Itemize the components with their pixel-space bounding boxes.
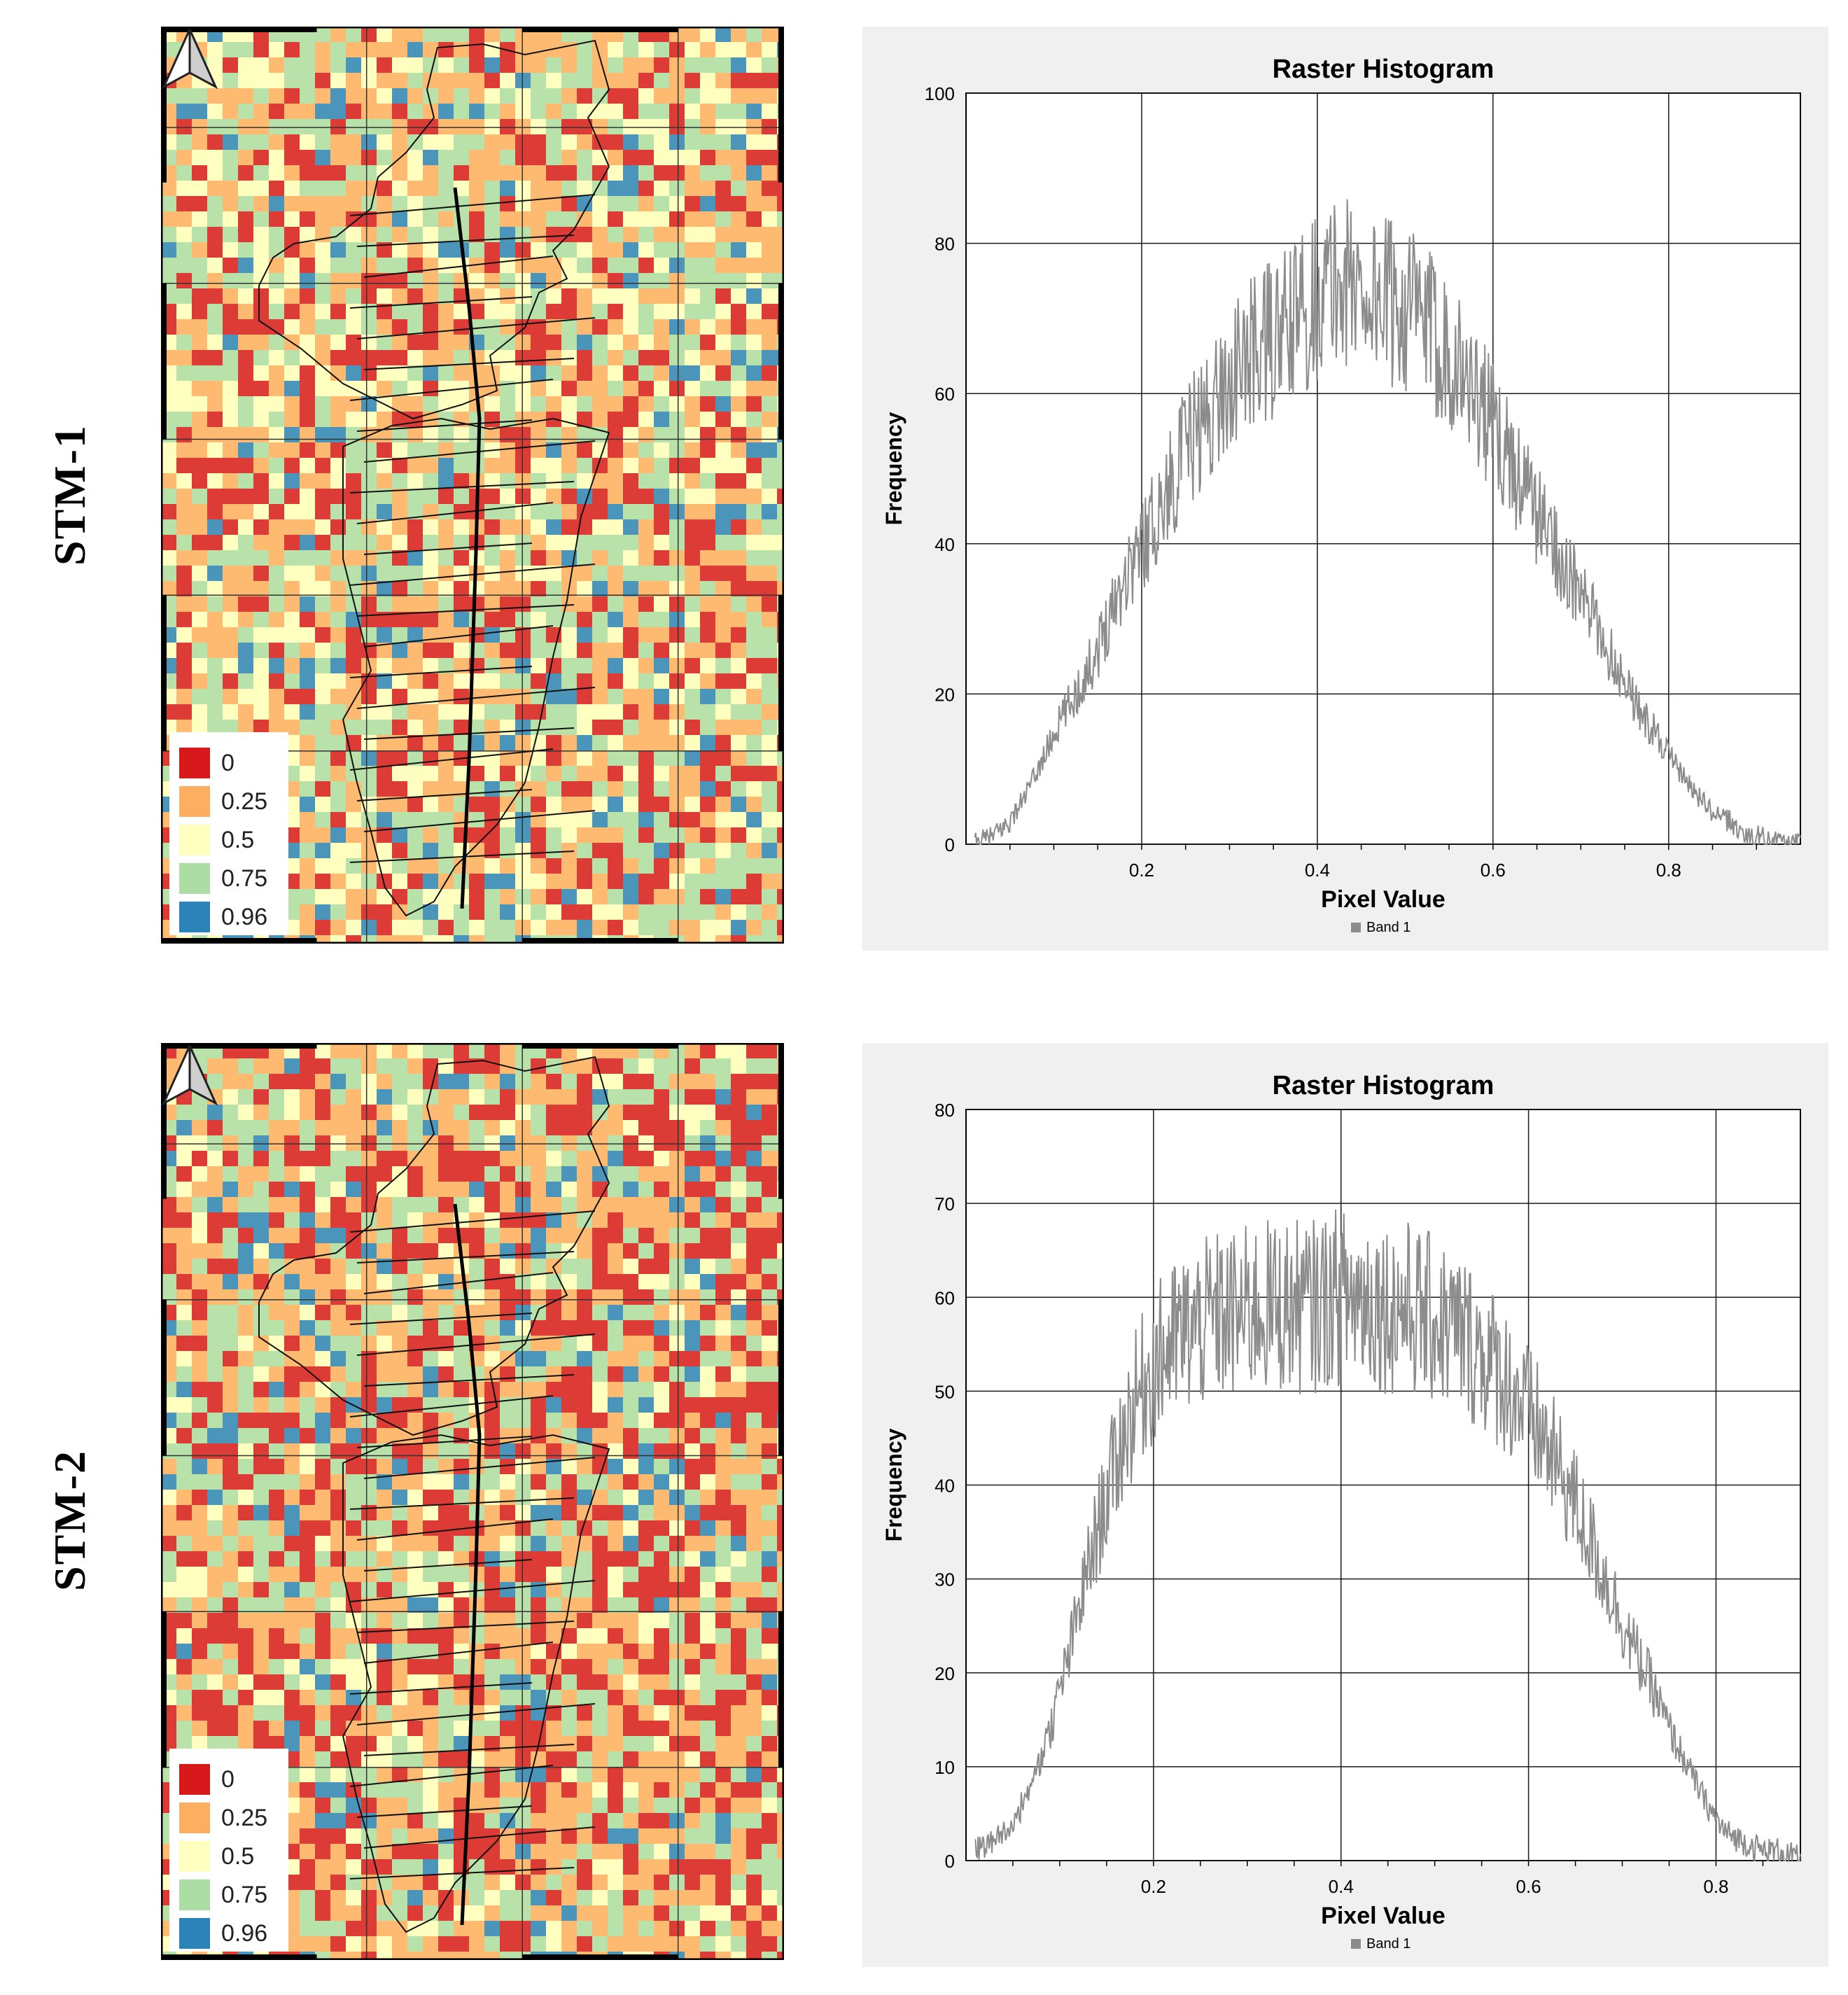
legend-swatch [179, 863, 210, 894]
road-line [453, 1203, 482, 1926]
y-tick-label: 60 [934, 384, 955, 405]
legend-swatch [179, 825, 210, 855]
histogram-chart: Raster Histogram 0 20 40 60 80 100 0.2 0.4 0.6 0.8… [881, 55, 1801, 935]
legend-label: 0 [221, 750, 234, 776]
row-label-stm2: STM-2 [45, 1450, 94, 1591]
y-tick-label: 0 [945, 1851, 955, 1872]
legend-swatch [179, 1764, 210, 1795]
x-axis-label: Pixel Value [1321, 1903, 1446, 1929]
y-tick-label: 20 [934, 684, 955, 705]
legend-label: 0 [221, 1766, 234, 1793]
y-axis-label: Frequency [881, 1428, 906, 1541]
y-tick-label: 70 [934, 1194, 955, 1214]
x-tick-label: 0.6 [1480, 860, 1506, 881]
histogram-panel-stm2: Raster Histogram 0 10 20 30 40 50 60 70 80 0.2 0.4 0… [862, 1043, 1828, 1967]
y-tick-label: 10 [934, 1757, 955, 1778]
study-area-outline [258, 1056, 610, 1436]
map-frame [161, 1043, 784, 1960]
map-frame [161, 27, 784, 944]
study-area-outline [258, 39, 610, 420]
y-axis-label: Frequency [881, 412, 906, 525]
chart-title: Raster Histogram [1273, 1071, 1494, 1100]
raster-map-stm2: 0 0.25 0.5 0.75 0.96 [161, 1043, 784, 1960]
legend-item: 0.75 [179, 860, 284, 895]
x-tick-label: 0.8 [1656, 860, 1681, 881]
legend-label: 0.25 [221, 1805, 268, 1831]
legend-item: 0.5 [179, 822, 284, 857]
plot-area [965, 92, 1801, 845]
legend-item: 0.75 [179, 1877, 284, 1912]
legend-swatch [179, 1879, 210, 1910]
map-legend: 0 0.25 0.5 0.75 0.96 [169, 1749, 288, 1952]
legend-swatch-band-1 [1351, 1939, 1361, 1949]
legend-swatch [179, 786, 210, 817]
corridor-outline [342, 417, 610, 917]
x-tick-label: 0.8 [1703, 1876, 1728, 1897]
road-line [453, 187, 482, 909]
chart-title: Raster Histogram [1273, 55, 1494, 84]
legend-item: 0 [179, 1761, 284, 1796]
parcel-boundaries [349, 1210, 596, 1879]
x-tick-label: 0.2 [1129, 860, 1154, 881]
x-tick-label: 0.2 [1141, 1876, 1166, 1897]
legend-swatch [179, 1918, 210, 1949]
histogram-chart: Raster Histogram 0 10 20 30 40 50 60 70 80 0.2 0.4 0… [881, 1071, 1801, 1952]
raster-texture [161, 1043, 784, 1960]
row-label-stm1: STM-1 [45, 424, 94, 566]
frame-ticks [161, 27, 784, 944]
y-tick-label: 80 [934, 234, 955, 255]
y-tick-label: 100 [925, 83, 955, 104]
y-tick-label: 80 [934, 1100, 955, 1121]
y-tick-label: 0 [945, 834, 955, 855]
legend-swatch [179, 902, 210, 932]
x-axis-label: Pixel Value [1321, 886, 1446, 913]
legend-item: 0.96 [179, 1915, 284, 1950]
legend-item: 0.25 [179, 783, 284, 818]
y-tick-label: 30 [934, 1569, 955, 1590]
legend-item: 0.25 [179, 1800, 284, 1835]
y-tick-label: 40 [934, 534, 955, 555]
y-tick-label: 20 [934, 1663, 955, 1684]
series-band-1-line [974, 199, 1801, 846]
y-tick-label: 60 [934, 1287, 955, 1308]
legend-swatch [179, 1841, 210, 1872]
frame-ticks [161, 1043, 784, 1960]
x-tick-label: 0.4 [1305, 860, 1330, 881]
corridor-outline [342, 1434, 610, 1933]
legend-item: 0 [179, 745, 284, 780]
legend-swatch [179, 1802, 210, 1833]
x-tick-label: 0.4 [1329, 1876, 1354, 1897]
raster-map-canvas [161, 1043, 784, 1960]
y-tick-label: 50 [934, 1381, 955, 1402]
map-legend: 0 0.25 0.5 0.75 0.96 [169, 732, 288, 935]
legend-label: 0.75 [221, 1882, 268, 1908]
legend-label-band-1: Band 1 [1366, 1936, 1410, 1952]
legend-label-band-1: Band 1 [1366, 920, 1410, 935]
map-graticule [161, 27, 784, 944]
legend-label: 0.96 [221, 904, 268, 930]
legend-swatch [179, 748, 210, 778]
north-arrow-icon [161, 29, 218, 90]
north-arrow-icon [161, 1045, 218, 1106]
legend-label: 0.96 [221, 1920, 268, 1947]
legend-item: 0.96 [179, 899, 284, 934]
raster-map-stm1: 0 0.25 0.5 0.75 0.96 [161, 27, 784, 944]
legend-item: 0.5 [179, 1838, 284, 1873]
x-tick-label: 0.6 [1516, 1876, 1541, 1897]
legend-swatch-band-1 [1351, 923, 1361, 932]
y-tick-label: 40 [934, 1476, 955, 1497]
legend-label: 0.5 [221, 827, 255, 853]
legend-label: 0.75 [221, 865, 268, 892]
histogram-panel-stm1: Raster Histogram 0 20 40 60 80 100 0.2 0.4 0.6 0.8… [862, 27, 1828, 951]
legend-label: 0.25 [221, 788, 268, 815]
legend-label: 0.5 [221, 1843, 255, 1870]
